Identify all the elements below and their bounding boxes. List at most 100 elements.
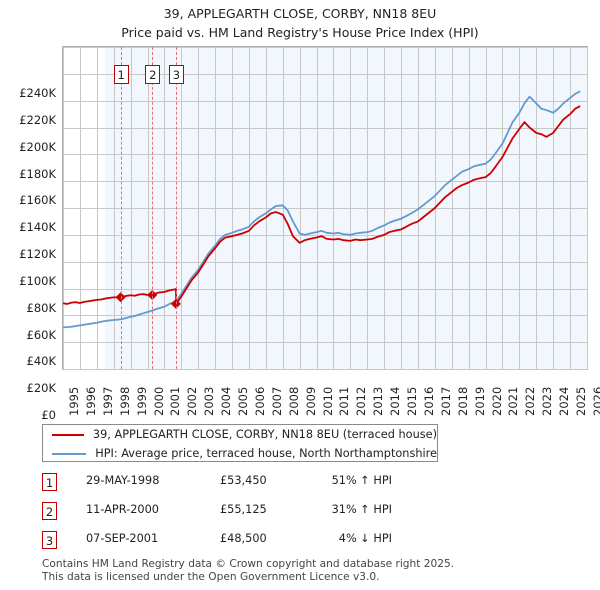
table-row: 1 29-MAY-1998 £53,450 51% ↑ HPI [42, 472, 462, 501]
gridline-horizontal [63, 342, 587, 344]
legend-item-property: 39, APPLEGARTH CLOSE, CORBY, NN18 8EU (t… [43, 425, 437, 444]
x-axis-tick-label: 2004 [219, 386, 234, 416]
x-axis-tick-label: 2005 [236, 386, 251, 416]
x-axis-tick-label: 1996 [83, 386, 98, 416]
x-axis-tick-label: 2003 [202, 386, 217, 416]
x-axis-tick-label: 2014 [388, 386, 403, 416]
y-axis-tick-label: £0 [41, 408, 56, 422]
y-axis-tick-label: £140K [19, 220, 56, 235]
table-row: 2 11-APR-2000 £55,125 31% ↑ HPI [42, 501, 462, 530]
page-title: 39, APPLEGARTH CLOSE, CORBY, NN18 8EU [163, 6, 437, 21]
x-axis-tick-label: 2015 [405, 386, 420, 416]
x-axis-tick-label: 2002 [185, 386, 200, 416]
y-axis-tick-label: £60K [26, 327, 57, 342]
x-axis-tick-label: 1999 [134, 386, 149, 416]
x-axis-tick-label: 1997 [100, 386, 115, 416]
legend-label-property: 39, APPLEGARTH CLOSE, CORBY, NN18 8EU (t… [92, 428, 437, 441]
transaction-hpi-delta: 31% ↑ HPI [331, 503, 392, 516]
gridline-horizontal [63, 369, 587, 370]
transaction-date: 07-SEP-2001 [86, 532, 159, 545]
marker-badge-2[interactable]: 2 [145, 65, 161, 84]
footer-copyright: Contains HM Land Registry data © Crown c… [42, 558, 455, 570]
x-axis-tick-label: 2026 [591, 386, 600, 416]
y-axis-tick-label: £160K [19, 193, 56, 208]
transaction-hpi-delta: 4% ↓ HPI [338, 532, 392, 545]
gridline-horizontal [63, 315, 587, 317]
x-axis-tick-label: 1995 [67, 386, 81, 416]
footer-licence: This data is licensed under the Open Gov… [42, 570, 380, 583]
marker-badge: 3 [42, 531, 57, 549]
x-axis-tick-label: 2009 [303, 386, 318, 416]
x-axis-tick-label: 2001 [168, 386, 183, 416]
y-axis-tick-label: £100K [19, 273, 56, 288]
legend-swatch-hpi [52, 452, 87, 455]
x-axis-tick-label: 2023 [540, 386, 555, 416]
chart-legend: 39, APPLEGARTH CLOSE, CORBY, NN18 8EU (t… [42, 424, 438, 462]
transaction-date: 11-APR-2000 [86, 503, 159, 516]
series-layer [62, 90, 581, 329]
marker-badge: 2 [42, 502, 57, 520]
gridline-horizontal [63, 288, 587, 290]
x-axis-tick-label: 2007 [269, 386, 284, 416]
x-axis-tick-label: 2010 [320, 386, 335, 416]
x-axis-tick-label: 2020 [489, 386, 504, 416]
gridline-horizontal [63, 100, 587, 102]
x-axis-tick-label: 2012 [354, 386, 369, 416]
x-axis-tick-label: 2018 [455, 386, 470, 416]
transactions-table: 1 29-MAY-1998 £53,450 51% ↑ HPI 2 11-APR… [42, 472, 462, 559]
x-axis-tick-label: 2000 [151, 386, 166, 416]
x-axis-tick-label: 2016 [421, 386, 436, 416]
gridline-horizontal [63, 154, 587, 156]
gridline-horizontal [63, 47, 587, 48]
x-axis-tick-label: 2013 [371, 386, 386, 416]
transaction-price: £48,500 [220, 532, 267, 545]
marker-badge: 1 [42, 473, 57, 491]
x-axis-tick-label: 2024 [557, 386, 572, 416]
x-axis-tick-label: 2022 [523, 386, 538, 416]
marker-line-2 [152, 47, 154, 369]
transaction-price: £53,450 [220, 474, 267, 487]
gridline-horizontal [63, 208, 587, 209]
y-axis-tick-label: £80K [26, 300, 57, 315]
y-axis-tick-label: £40K [26, 354, 57, 369]
footer: Contains HM Land Registry data © Crown c… [42, 558, 582, 583]
legend-item-hpi: HPI: Average price, terraced house, Nort… [43, 444, 437, 463]
marker-line-1 [120, 47, 122, 369]
chart-container: £0 £20K £40K £60K £80K £100K £120K £140K £160K £1… [0, 40, 600, 422]
y-axis-tick-label: £120K [19, 247, 56, 261]
x-axis-tick-label: 2017 [438, 386, 453, 416]
x-axis-tick-label: 2011 [337, 386, 352, 416]
gridline-horizontal [63, 73, 587, 75]
y-axis-tick-label: £180K [19, 166, 56, 181]
table-row: 3 07-SEP-2001 £48,500 4% ↓ HPI [42, 530, 462, 559]
gridline-horizontal [63, 127, 587, 129]
y-axis-tick-label: £220K [19, 112, 56, 127]
gridline-horizontal [63, 261, 587, 263]
series-line-hpi [62, 90, 581, 329]
transaction-price: £55,125 [220, 503, 267, 516]
marker-line-3 [175, 47, 177, 369]
series-line-property [62, 105, 581, 305]
x-axis-tick-label: 2006 [252, 386, 267, 416]
x-axis-tick-label: 2008 [286, 386, 301, 416]
x-axis-tick-label: 2019 [472, 386, 487, 416]
x-axis-tick-label: 1998 [117, 386, 132, 416]
transaction-hpi-delta: 51% ↑ HPI [331, 474, 392, 487]
transaction-date: 29-MAY-1998 [86, 474, 160, 487]
chart-titles: 39, APPLEGARTH CLOSE, CORBY, NN18 8EU Pr… [0, 0, 600, 41]
legend-swatch-property [52, 433, 84, 436]
marker-badge-1[interactable]: 1 [113, 65, 129, 84]
gridline-horizontal [63, 181, 587, 183]
page-subtitle: Price paid vs. HM Land Registry's House … [121, 25, 479, 40]
y-axis-tick-label: £20K [26, 381, 57, 396]
gridline-vertical [587, 47, 588, 369]
marker-badge-3[interactable]: 3 [168, 65, 184, 84]
y-axis-labels: £0 £20K £40K £60K £80K £100K £120K £140K £160K £1… [0, 86, 58, 422]
y-axis-tick-label: £200K [19, 139, 56, 154]
x-axis-tick-label: 2021 [506, 386, 521, 416]
gridline-horizontal [63, 234, 587, 236]
legend-label-hpi: HPI: Average price, terraced house, Nort… [95, 447, 437, 460]
x-axis-tick-label: 2025 [574, 386, 589, 416]
y-axis-tick-label: £240K [19, 86, 56, 100]
